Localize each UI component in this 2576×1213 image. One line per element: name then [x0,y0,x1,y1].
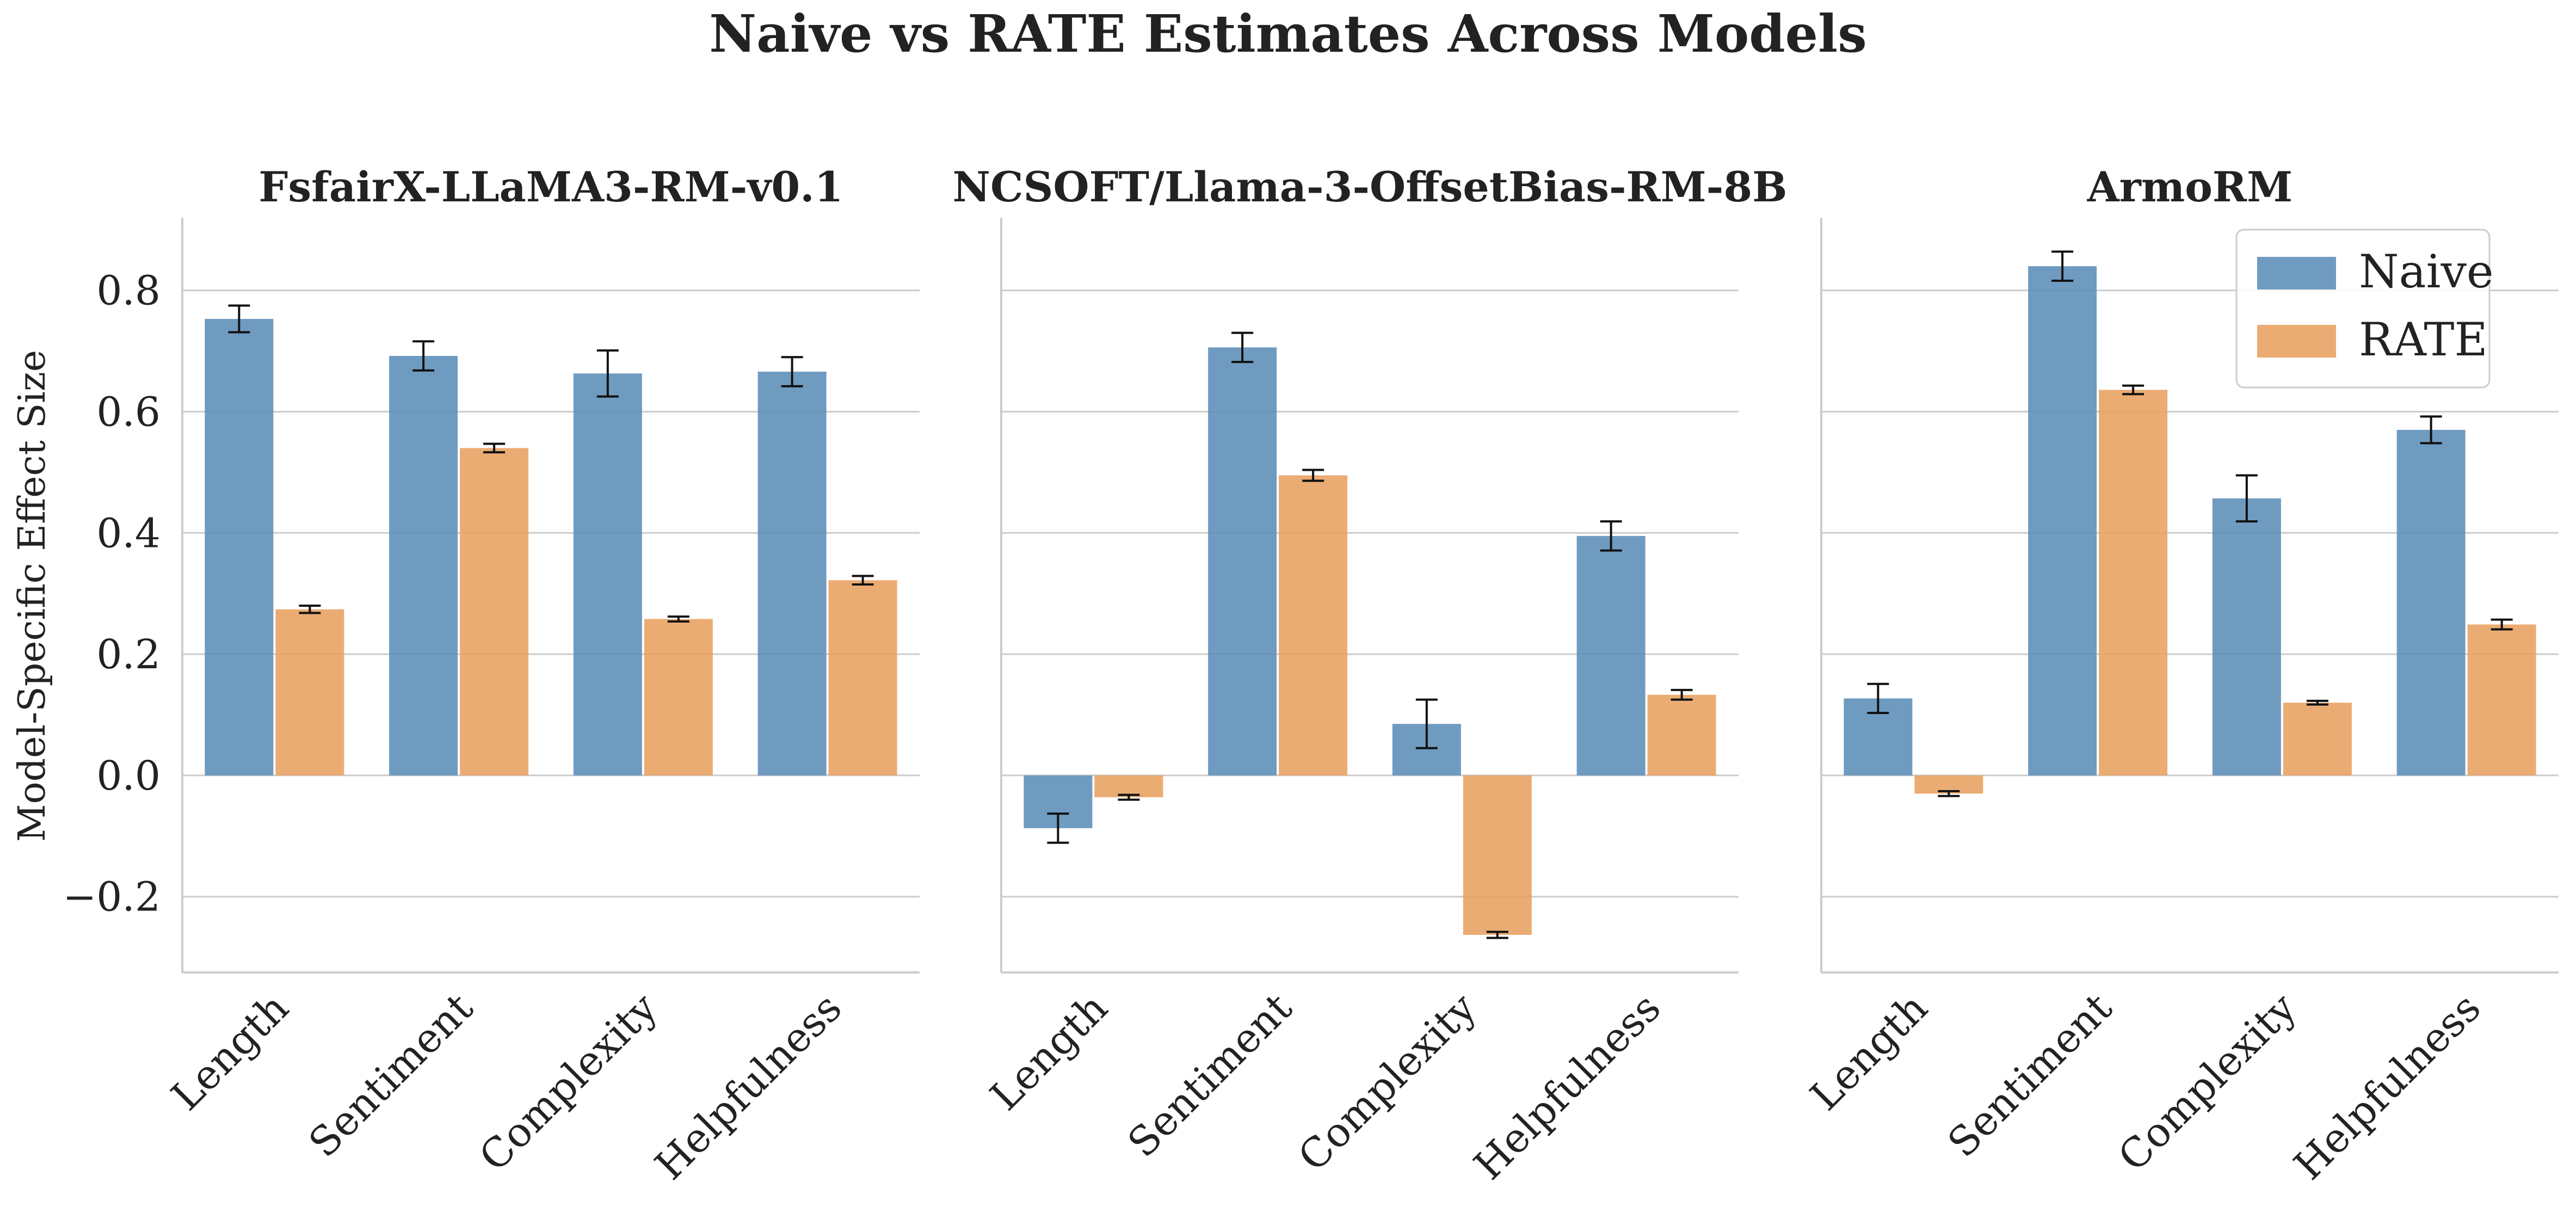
y-tick-label: −0.2 [63,874,161,921]
bar-rate-sentiment [460,448,529,775]
bar-rate-sentiment [2099,390,2168,775]
x-tick-label: Helpfulness [1465,984,1670,1189]
legend: Naive RATE [2235,229,2494,389]
x-tick-label: Sentiment [1119,984,1301,1167]
bar-rate-sentiment [1279,475,1348,775]
legend-label-rate: RATE [2359,313,2488,366]
figure-title: Naive vs RATE Estimates Across Models [709,4,1866,64]
y-tick-label: 0.2 [96,631,161,678]
legend-swatch-naive [2257,257,2336,290]
bar-rate-helpfulness [1647,694,1716,775]
bar-naive-helpfulness [757,371,827,775]
bar-rate-complexity [1463,775,1532,935]
x-tick-label: Complexity [2110,984,2306,1180]
bar-rate-complexity [644,619,713,775]
x-tick-label: Sentiment [1939,984,2121,1167]
x-tick-label: Helpfulness [646,984,851,1189]
panel-title: NCSOFT/Llama-3-OffsetBias-RM-8B [953,163,1788,211]
x-tick-label: Length [163,984,298,1119]
x-tick-label: Length [982,984,1117,1119]
bar-rate-complexity [2283,703,2352,775]
bar-rate-helpfulness [2467,624,2536,775]
legend-label-naive: Naive [2359,245,2494,298]
y-tick-label: 0.6 [96,389,161,435]
y-tick-label: 0.4 [96,510,161,557]
bar-naive-helpfulness [2396,429,2466,775]
y-axis-label: Model-Specific Effect Size [11,350,54,842]
bar-naive-sentiment [2028,266,2097,775]
y-tick-label: 0.8 [96,268,161,315]
bar-naive-complexity [2212,498,2281,775]
bar-rate-helpfulness [828,580,897,775]
x-tick-label: Helpfulness [2285,984,2490,1189]
panel-2: NCSOFT/Llama-3-OffsetBias-RM-8B Length Sen… [953,163,1788,1189]
x-tick-label: Sentiment [300,984,482,1167]
x-tick-label: Complexity [471,984,667,1180]
bar-rate-length [1094,775,1163,798]
panel-1: FsfairX-LLaMA3-RM-v0.1 −0.2 0.0 0.2 0.4 0.6 0.… [63,163,920,1189]
panels: FsfairX-LLaMA3-RM-v0.1 −0.2 0.0 0.2 0.4 0.6 0.… [63,163,2559,1189]
bar-naive-helpfulness [1576,535,1646,775]
panel-title: ArmoRM [2087,163,2292,211]
bar-rate-length [275,609,344,775]
x-tick-label: Length [1802,984,1937,1119]
bar-naive-sentiment [389,356,458,775]
x-tick-label: Complexity [1290,984,1486,1180]
bar-naive-length [205,319,274,775]
bar-naive-sentiment [1208,347,1277,775]
y-tick-label: 0.0 [96,753,161,799]
legend-swatch-rate [2257,325,2336,358]
panel-title: FsfairX-LLaMA3-RM-v0.1 [258,163,843,211]
bar-naive-complexity [573,373,642,775]
